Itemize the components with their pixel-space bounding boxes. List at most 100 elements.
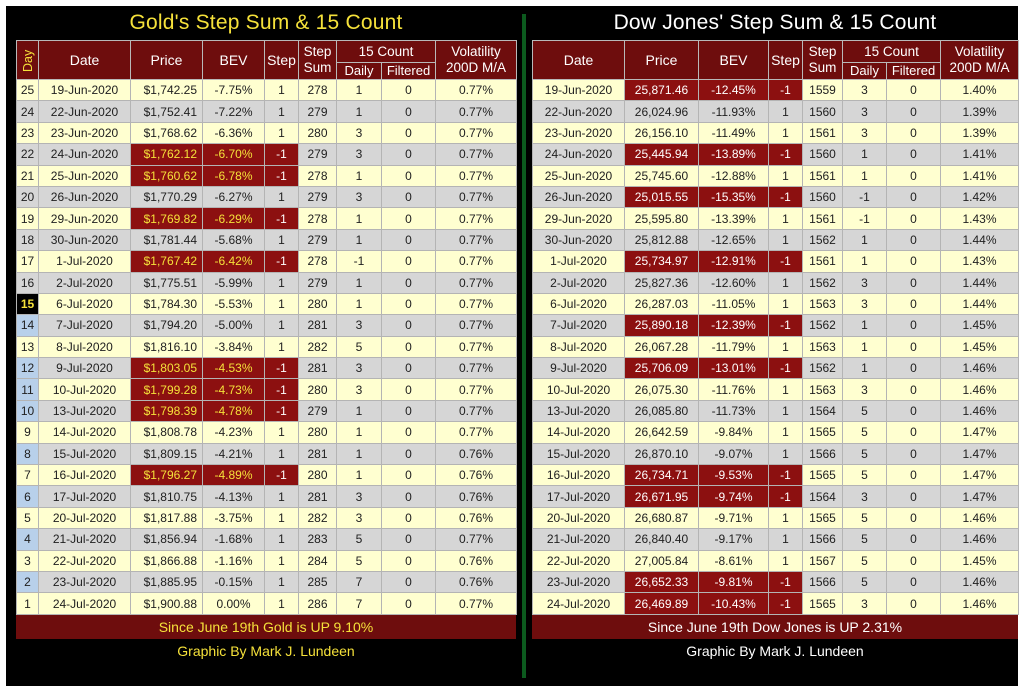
gold-cell-bev: -6.36% <box>202 121 265 145</box>
gold-table-row: 5 20-Jul-2020 $1,817.88 -3.75% 1 282 3 0 0.76% <box>16 506 518 530</box>
dow-cell-filtered: 0 <box>885 378 942 401</box>
dow-cell-step: -1 <box>768 250 803 273</box>
dow-cell-step: 1 <box>768 421 803 444</box>
gold-header-day: Day <box>16 40 39 80</box>
gold-cell-vol: 0.77% <box>435 143 518 166</box>
dow-cell-vol: 1.46% <box>940 570 1020 594</box>
dow-cell-filtered: 0 <box>885 442 942 466</box>
gold-cell-daily: 5 <box>336 549 382 572</box>
dow-table-row: 30-Jun-2020 25,812.88 -12.65% 1 1562 1 0 1.44% <box>532 228 1020 252</box>
dow-cell-daily: 3 <box>842 292 887 316</box>
dow-cell-date: 8-Jul-2020 <box>532 335 625 359</box>
gold-table-row: 16 2-Jul-2020 $1,775.51 -5.99% 1 279 1 0 0.77% <box>16 271 518 294</box>
gold-cell-step: 1 <box>264 506 299 530</box>
dow-cell-daily: 3 <box>842 121 887 145</box>
dow-cell-filtered: 0 <box>885 100 942 123</box>
gold-cell-step: -1 <box>264 207 299 230</box>
dow-cell-filtered: 0 <box>885 528 942 551</box>
gold-cell-day: 8 <box>16 442 39 466</box>
dow-cell-date: 21-Jul-2020 <box>532 528 625 551</box>
gold-cell-daily: 1 <box>336 228 382 252</box>
dow-cell-price: 26,067.28 <box>624 335 699 359</box>
dow-cell-daily: 1 <box>842 250 887 273</box>
dow-cell-vol: 1.43% <box>940 207 1020 230</box>
gold-cell-sum: 280 <box>298 121 337 145</box>
gold-cell-daily: -1 <box>336 250 382 273</box>
gold-cell-bev: -1.68% <box>202 528 265 551</box>
dow-cell-price: 26,024.96 <box>624 100 699 123</box>
gold-cell-vol: 0.77% <box>435 378 518 401</box>
dow-table: Date Price BEV Step Step Sum 15 Count Vo… <box>532 40 1020 615</box>
gold-cell-bev: -4.53% <box>202 357 265 380</box>
dow-cell-daily: 3 <box>842 378 887 401</box>
gold-cell-date: 10-Jul-2020 <box>38 378 131 401</box>
dow-table-row: 16-Jul-2020 26,734.71 -9.53% -1 1565 5 0 1.47% <box>532 464 1020 487</box>
dow-table-row: 15-Jul-2020 26,870.10 -9.07% 1 1566 5 0 1.47% <box>532 442 1020 466</box>
gold-cell-day: 1 <box>16 592 39 615</box>
gold-table-row: 10 13-Jul-2020 $1,798.39 -4.78% -1 279 1 0 0.77% <box>16 399 518 423</box>
dow-cell-step: 1 <box>768 228 803 252</box>
dow-table-row: 20-Jul-2020 26,680.87 -9.71% 1 1565 5 0 1.46% <box>532 506 1020 530</box>
dow-table-row: 23-Jun-2020 26,156.10 -11.49% 1 1561 3 0 1.39% <box>532 121 1020 145</box>
gold-cell-day: 21 <box>16 164 39 187</box>
gold-cell-step: -1 <box>264 399 299 423</box>
dow-header-date: Date <box>532 40 625 80</box>
gold-cell-daily: 3 <box>336 485 382 508</box>
gold-cell-bev: -5.99% <box>202 271 265 294</box>
dow-cell-filtered: 0 <box>885 485 942 508</box>
gold-cell-daily: 1 <box>336 399 382 423</box>
dow-table-row: 17-Jul-2020 26,671.95 -9.74% -1 1564 3 0 1.47% <box>532 485 1020 508</box>
dow-cell-price: 25,871.46 <box>624 78 699 102</box>
gold-cell-vol: 0.77% <box>435 121 518 145</box>
gold-cell-filtered: 0 <box>380 121 437 145</box>
dow-cell-date: 24-Jun-2020 <box>532 143 625 166</box>
dow-cell-vol: 1.47% <box>940 442 1020 466</box>
dow-cell-sum: 1562 <box>802 271 843 294</box>
gold-cell-day: 12 <box>16 357 39 380</box>
dow-cell-price: 25,734.97 <box>624 250 699 273</box>
gold-table-row: 1 24-Jul-2020 $1,900.88 0.00% 1 286 7 0 0.77% <box>16 592 518 615</box>
gold-cell-price: $1,762.12 <box>130 143 203 166</box>
gold-cell-filtered: 0 <box>380 506 437 530</box>
dow-cell-sum: 1563 <box>802 292 843 316</box>
gold-cell-vol: 0.77% <box>435 528 518 551</box>
dow-cell-sum: 1565 <box>802 592 843 615</box>
dow-cell-bev: -11.05% <box>698 292 769 316</box>
dow-cell-sum: 1565 <box>802 506 843 530</box>
dow-header-daily: Daily <box>842 62 887 80</box>
dow-cell-price: 26,085.80 <box>624 399 699 423</box>
gold-cell-step: 1 <box>264 335 299 359</box>
dow-cell-date: 20-Jul-2020 <box>532 506 625 530</box>
gold-cell-price: $1,885.95 <box>130 570 203 594</box>
dow-cell-filtered: 0 <box>885 357 942 380</box>
gold-cell-date: 6-Jul-2020 <box>38 292 131 316</box>
dow-table-row: 8-Jul-2020 26,067.28 -11.79% 1 1563 1 0 1.45% <box>532 335 1020 359</box>
dow-cell-daily: 3 <box>842 592 887 615</box>
gold-cell-sum: 284 <box>298 549 337 572</box>
gold-cell-date: 26-Jun-2020 <box>38 185 131 209</box>
gold-table-row: 14 7-Jul-2020 $1,794.20 -5.00% 1 281 3 0 0.77% <box>16 314 518 337</box>
gold-cell-day: 23 <box>16 121 39 145</box>
gold-cell-price: $1,768.62 <box>130 121 203 145</box>
dow-header-step-sum: Step Sum <box>802 40 843 80</box>
gold-cell-daily: 1 <box>336 207 382 230</box>
gold-cell-price: $1,810.75 <box>130 485 203 508</box>
gold-cell-filtered: 0 <box>380 250 437 273</box>
gold-cell-filtered: 0 <box>380 485 437 508</box>
dow-cell-filtered: 0 <box>885 292 942 316</box>
gold-cell-bev: -0.15% <box>202 570 265 594</box>
dow-cell-filtered: 0 <box>885 421 942 444</box>
dow-cell-sum: 1561 <box>802 207 843 230</box>
dow-cell-date: 10-Jul-2020 <box>532 378 625 401</box>
dow-cell-vol: 1.46% <box>940 399 1020 423</box>
gold-cell-daily: 1 <box>336 421 382 444</box>
gold-cell-day: 6 <box>16 485 39 508</box>
dow-cell-sum: 1562 <box>802 314 843 337</box>
gold-cell-sum: 282 <box>298 335 337 359</box>
gold-cell-date: 23-Jun-2020 <box>38 121 131 145</box>
gold-cell-sum: 281 <box>298 485 337 508</box>
gold-cell-filtered: 0 <box>380 314 437 337</box>
gold-cell-bev: -1.16% <box>202 549 265 572</box>
dow-cell-filtered: 0 <box>885 78 942 102</box>
dow-cell-daily: 5 <box>842 464 887 487</box>
